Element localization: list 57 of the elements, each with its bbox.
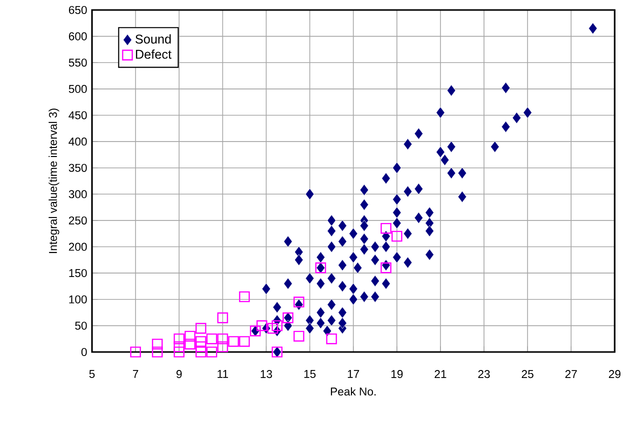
point <box>195 341 206 352</box>
point <box>380 262 392 274</box>
x-tick-label: 23 <box>478 370 490 378</box>
y-tick-label: 650 <box>68 6 87 14</box>
point <box>380 222 392 234</box>
point <box>130 346 141 358</box>
x-tick-label: 19 <box>391 370 403 378</box>
y-tick-label: 200 <box>68 242 87 251</box>
y-tick-label: 350 <box>68 164 87 172</box>
point <box>174 333 185 344</box>
x-tick-label: 29 <box>608 370 620 378</box>
point <box>184 338 196 350</box>
x-tick-label: 13 <box>260 370 272 378</box>
point <box>293 330 304 342</box>
y-tick-label: 100 <box>69 295 87 304</box>
point <box>206 346 218 358</box>
point <box>184 330 196 342</box>
x-axis-title: Peak No. <box>330 387 376 396</box>
y-tick-label: 550 <box>68 58 87 67</box>
y-tick-label: 150 <box>69 269 87 278</box>
point <box>239 336 250 347</box>
point <box>326 333 337 344</box>
x-tick-label: 21 <box>434 370 446 378</box>
point <box>195 336 206 347</box>
x-tick-label: 9 <box>176 370 182 378</box>
y-tick-label: 300 <box>68 190 87 198</box>
point <box>152 346 163 358</box>
point <box>391 230 402 242</box>
y-axis-title: Integral value(time interval 3) <box>48 108 60 254</box>
x-tick-label: 27 <box>565 370 577 378</box>
point <box>228 336 239 347</box>
point <box>195 322 206 334</box>
x-tick-label: 7 <box>132 370 138 378</box>
x-tick-label: 15 <box>304 370 316 378</box>
point <box>239 291 250 302</box>
point <box>174 346 185 358</box>
point <box>206 333 218 344</box>
x-tick-label: 17 <box>348 370 360 378</box>
point <box>217 333 228 344</box>
x-tick-label: 11 <box>218 370 228 378</box>
point <box>152 338 163 350</box>
point <box>195 346 206 358</box>
y-tick-label: 400 <box>68 138 87 146</box>
point <box>217 312 228 324</box>
x-tick-label: 25 <box>522 370 534 378</box>
y-tick-label: 450 <box>68 111 87 120</box>
point <box>293 296 304 308</box>
legend-label: Defect <box>136 49 172 59</box>
point <box>217 341 228 352</box>
y-tick-label: 500 <box>68 84 87 93</box>
point <box>174 341 185 352</box>
y-tick-label: 0 <box>81 348 87 356</box>
y-tick-label: 50 <box>75 322 87 330</box>
y-tick-label: 600 <box>68 32 87 40</box>
y-tick-label: 250 <box>68 216 87 224</box>
x-tick-label: 5 <box>89 370 95 378</box>
legend-label: Sound <box>136 34 171 44</box>
